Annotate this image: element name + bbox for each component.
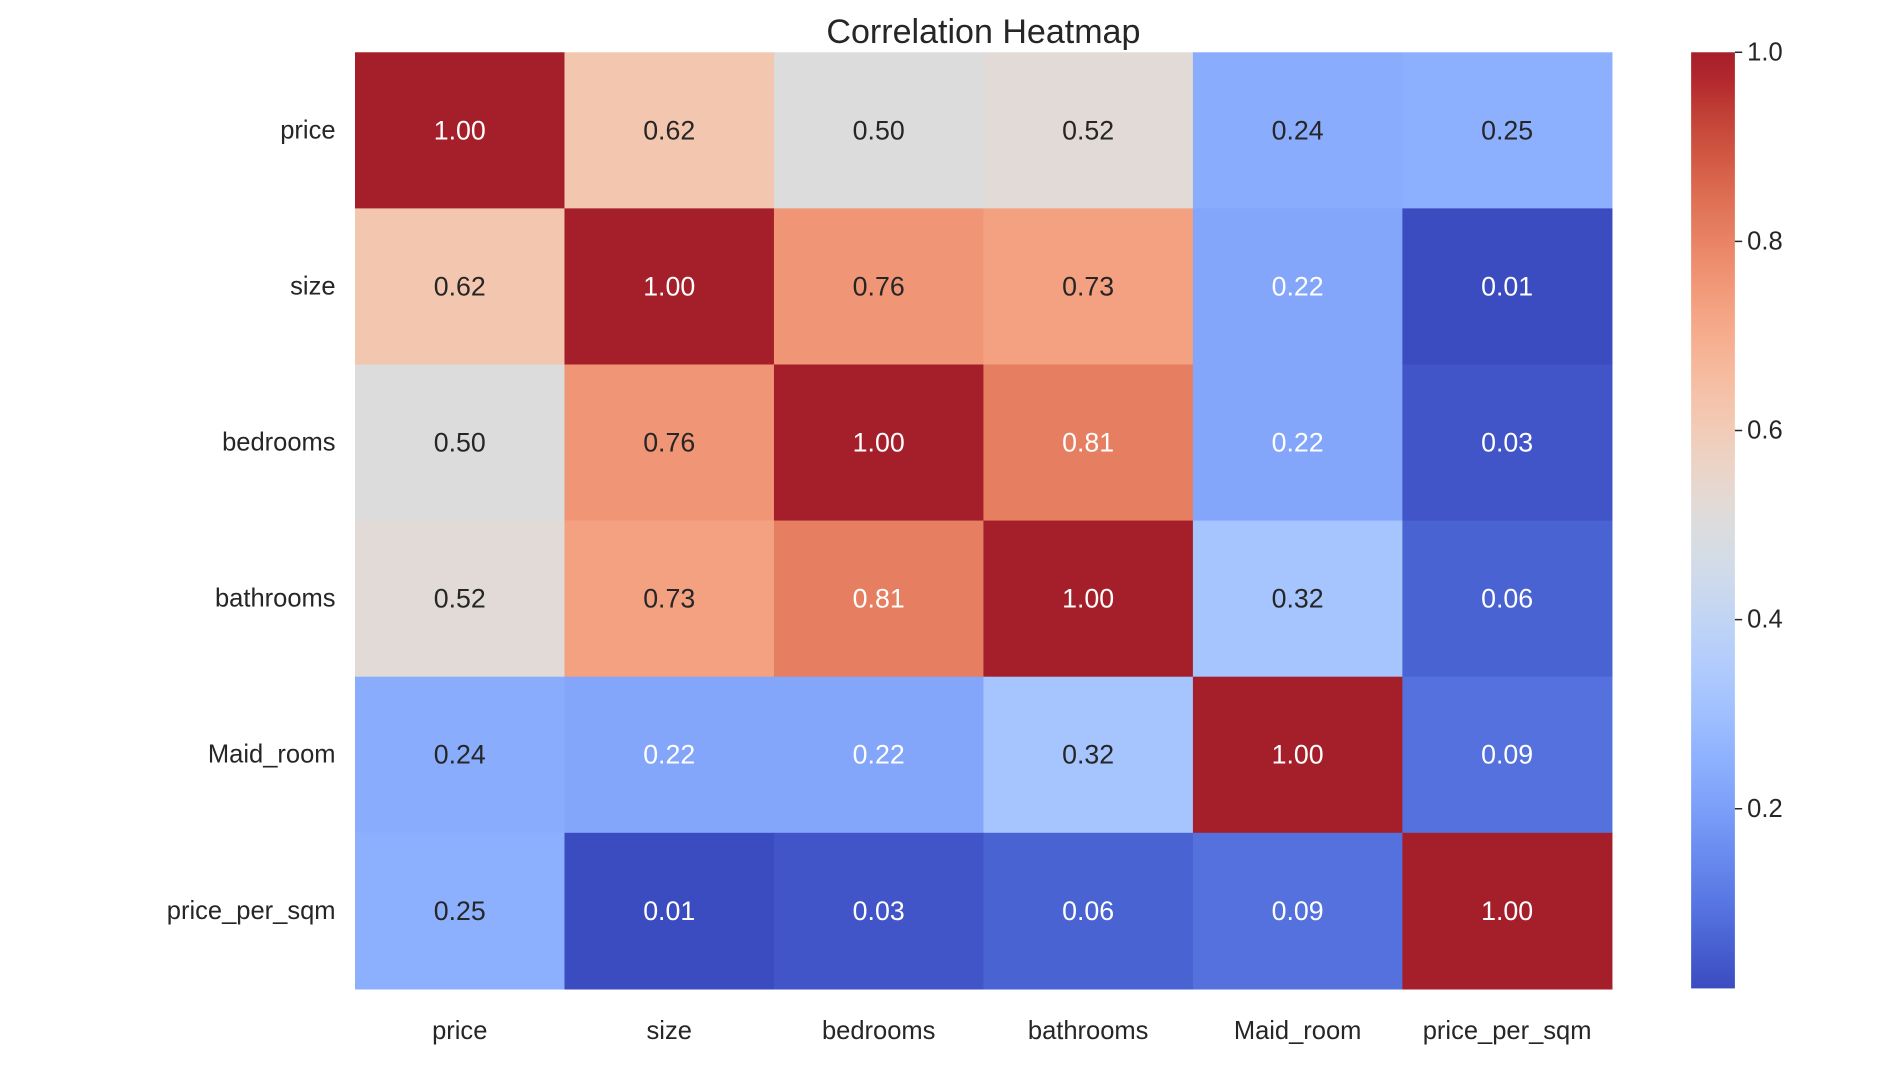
cell-annotation: 1.00 — [434, 115, 486, 145]
colorbar-tick-label: 0.8 — [1747, 227, 1782, 255]
cell-annotation: 0.03 — [853, 896, 905, 926]
heatmap-cell — [355, 520, 566, 678]
cell-annotation: 0.76 — [853, 271, 905, 301]
heatmap-cell — [773, 520, 985, 678]
heatmap-cell — [983, 676, 1194, 834]
heatmap-cell — [1402, 832, 1613, 990]
heatmap-cell — [773, 832, 985, 990]
heatmap-cell — [564, 52, 775, 209]
x-tick-label: bedrooms — [822, 1017, 935, 1045]
cell-annotation: 0.32 — [1062, 740, 1114, 770]
heatmap-cell — [564, 364, 775, 522]
cell-annotation: 1.00 — [1481, 896, 1533, 926]
cell-annotation: 0.25 — [1481, 115, 1533, 145]
heatmap-cell — [564, 832, 775, 990]
heatmap-cell — [983, 52, 1194, 209]
y-tick-label: Maid_room — [208, 741, 336, 769]
colorbar-tick-label: 0.6 — [1747, 417, 1782, 445]
colorbar: 1.0 0.8 0.6 0.4 0.2 — [1691, 38, 1783, 989]
heatmap-cell — [564, 676, 775, 834]
cell-annotation: 0.32 — [1272, 584, 1324, 614]
heatmap-annotations: 1.00 0.62 0.50 0.52 0.24 0.25 0.62 1.00 0.76 0.73… — [434, 115, 1533, 926]
heatmap-cell — [1192, 832, 1403, 990]
heatmap-cells — [355, 52, 1613, 990]
colorbar-tick-label: 1.0 — [1747, 38, 1782, 66]
heatmap-cell — [983, 364, 1194, 522]
cell-annotation: 0.22 — [1272, 271, 1324, 301]
cell-annotation: 1.00 — [853, 428, 905, 458]
heatmap-cell — [564, 208, 775, 366]
chart-title: Correlation Heatmap — [826, 13, 1140, 51]
heatmap-cell — [773, 52, 985, 209]
cell-annotation: 0.50 — [434, 428, 486, 458]
heatmap-cell — [1402, 676, 1613, 834]
cell-annotation: 0.03 — [1481, 428, 1533, 458]
cell-annotation: 0.73 — [1062, 271, 1114, 301]
cell-annotation: 0.24 — [1272, 115, 1324, 145]
cell-annotation: 0.24 — [434, 740, 486, 770]
cell-annotation: 0.81 — [1062, 428, 1114, 458]
x-tick-label: price — [432, 1017, 487, 1045]
heatmap-cell — [355, 364, 566, 522]
cell-annotation: 1.00 — [1272, 740, 1324, 770]
heatmap-cell — [983, 208, 1194, 366]
heatmap-cell — [564, 520, 775, 678]
cell-annotation: 0.62 — [643, 115, 695, 145]
heatmap-cell — [355, 832, 566, 990]
colorbar-gradient — [1691, 52, 1735, 989]
heatmap-cell — [1192, 676, 1403, 834]
heatmap-cell — [773, 208, 985, 366]
heatmap-cell — [355, 208, 566, 366]
y-tick-label: size — [290, 272, 335, 300]
cell-annotation: 1.00 — [1062, 584, 1114, 614]
cell-annotation: 0.22 — [643, 740, 695, 770]
cell-annotation: 0.09 — [1481, 740, 1533, 770]
x-axis-labels: price size bedrooms bathrooms Maid_room price… — [432, 1017, 1591, 1045]
y-tick-label: price_per_sqm — [167, 897, 336, 925]
heatmap-cell — [1192, 208, 1403, 366]
heatmap-cell — [1192, 520, 1403, 678]
y-tick-label: bedrooms — [222, 429, 335, 457]
cell-annotation: 0.01 — [1481, 271, 1533, 301]
x-tick-label: size — [647, 1017, 692, 1045]
heatmap-cell — [1402, 520, 1613, 678]
cell-annotation: 0.22 — [853, 740, 905, 770]
heatmap-cell — [1402, 364, 1613, 522]
y-tick-label: price — [280, 116, 335, 144]
cell-annotation: 0.09 — [1272, 896, 1324, 926]
y-tick-label: bathrooms — [215, 585, 336, 613]
cell-annotation: 0.50 — [853, 115, 905, 145]
x-tick-label: Maid_room — [1234, 1017, 1362, 1045]
heatmap-cell — [773, 364, 985, 522]
cell-annotation: 0.52 — [434, 584, 486, 614]
heatmap-cell — [983, 520, 1194, 678]
x-tick-label: price_per_sqm — [1423, 1017, 1592, 1045]
cell-annotation: 0.62 — [434, 271, 486, 301]
heatmap-cell — [1402, 52, 1613, 209]
cell-annotation: 0.06 — [1062, 896, 1114, 926]
heatmap-cell — [773, 676, 985, 834]
cell-annotation: 1.00 — [643, 271, 695, 301]
heatmap-cell — [983, 832, 1194, 990]
cell-annotation: 0.76 — [643, 428, 695, 458]
cell-annotation: 0.81 — [853, 584, 905, 614]
heatmap-cell — [1192, 364, 1403, 522]
heatmap-cell — [355, 676, 566, 834]
x-tick-label: bathrooms — [1028, 1017, 1149, 1045]
y-axis-labels: price size bedrooms bathrooms Maid_roomprice… — [167, 116, 336, 925]
cell-annotation: 0.01 — [643, 896, 695, 926]
cell-annotation: 0.22 — [1272, 428, 1324, 458]
heatmap-cell — [1192, 52, 1403, 209]
cell-annotation: 0.06 — [1481, 584, 1533, 614]
cell-annotation: 0.25 — [434, 896, 486, 926]
cell-annotation: 0.73 — [643, 584, 695, 614]
heatmap-cell — [355, 52, 566, 209]
colorbar-tick-label: 0.2 — [1747, 795, 1782, 823]
heatmap-cell — [1402, 208, 1613, 366]
cell-annotation: 0.52 — [1062, 115, 1114, 145]
colorbar-tick-label: 0.4 — [1747, 606, 1782, 634]
